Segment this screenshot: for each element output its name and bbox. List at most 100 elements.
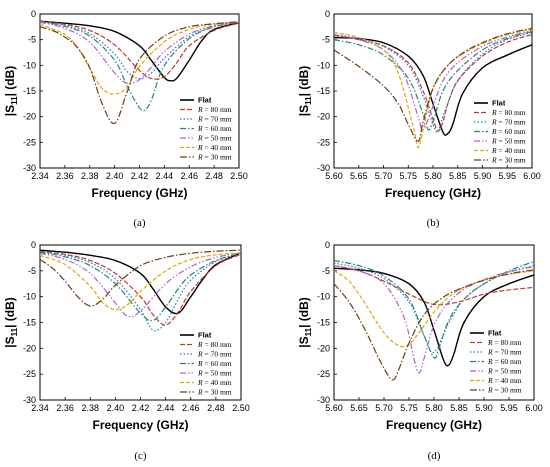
x-tick-label: 2.36	[56, 403, 74, 413]
series-line	[40, 250, 241, 326]
series-line	[334, 27, 532, 142]
y-tick-label: -5	[28, 266, 36, 276]
y-tick-label: -30	[317, 163, 330, 173]
legend-label: R = 50 mm	[487, 367, 522, 376]
legend-label: R = 70 mm	[197, 115, 232, 124]
series-line	[334, 262, 534, 354]
y-axis-label: |S11| (dB)	[3, 297, 19, 348]
legend-label: R = 40 mm	[491, 146, 526, 155]
x-tick-label: 2.50	[230, 171, 248, 181]
y-tick-label: 0	[31, 240, 36, 250]
x-tick-label: 5.90	[475, 403, 493, 413]
legend-label: Flat	[198, 96, 212, 105]
y-tick-label: -5	[28, 35, 36, 45]
y-tick-label: -25	[23, 369, 36, 379]
x-tick-label: 2.42	[132, 403, 150, 413]
chart-panel: 5.60 5.65 5.70 5.75 5.80 5.85 5.90 5.95 6.00 0 -5 -…	[297, 240, 543, 462]
legend-label: R = 30 mm	[491, 156, 526, 165]
x-tick-label: 2.34	[31, 403, 49, 413]
legend-label: R = 60 mm	[197, 124, 232, 133]
legend-label: Flat	[488, 329, 502, 338]
chart-panel: 2.34 2.36 2.38 2.40 2.42 2.44 2.46 2.48 2.50 0 -5 -…	[3, 240, 250, 462]
legend-label: R = 30 mm	[197, 153, 232, 162]
series-line	[40, 249, 241, 315]
series-line	[40, 21, 239, 112]
x-tick-label: 2.44	[156, 171, 174, 181]
y-tick-label: -10	[317, 292, 330, 302]
x-tick-label: 5.95	[498, 171, 516, 181]
y-tick-label: -10	[23, 292, 36, 302]
y-tick-label: -20	[317, 112, 330, 122]
legend-label: R = 80 mm	[197, 105, 232, 114]
series-line	[40, 252, 241, 311]
y-tick-label: -25	[317, 369, 330, 379]
legend-label: R = 30 mm	[197, 388, 232, 397]
series-line	[334, 30, 532, 131]
legend-label: R = 70 mm	[197, 350, 232, 359]
y-tick-label: -30	[23, 163, 36, 173]
legend-label: R = 60 mm	[197, 359, 232, 368]
legend-label: R = 80 mm	[491, 108, 526, 117]
series-line	[334, 259, 534, 359]
y-tick-label: -25	[317, 137, 330, 147]
legend-label: R = 40 mm	[487, 376, 522, 385]
x-tick-label: 5.85	[450, 403, 468, 413]
series-line	[40, 251, 241, 322]
x-tick-label: 2.50	[232, 403, 250, 413]
x-tick-label: 5.65	[350, 171, 368, 181]
x-tick-label: 5.60	[325, 171, 343, 181]
legend-label: R = 40 mm	[197, 378, 232, 387]
x-tick-label: 2.46	[182, 403, 200, 413]
y-tick-label: -10	[317, 60, 330, 70]
legend-label: R = 70 mm	[491, 118, 526, 127]
panel-caption: (b)	[427, 217, 440, 229]
y-tick-label: 0	[325, 240, 330, 250]
legend-label: R = 40 mm	[197, 143, 232, 152]
y-tick-label: -20	[23, 343, 36, 353]
x-tick-label: 5.95	[500, 403, 518, 413]
x-tick-label: 2.40	[107, 403, 125, 413]
y-tick-label: -15	[23, 318, 36, 328]
x-tick-label: 5.90	[474, 171, 492, 181]
legend-label: R = 80 mm	[487, 338, 522, 347]
y-tick-label: -15	[317, 318, 330, 328]
x-tick-label: 2.34	[31, 171, 49, 181]
series-line	[40, 20, 239, 82]
chart-panel: 2.34 2.36 2.38 2.40 2.42 2.44 2.46 2.48 2.50 0 -5 -…	[3, 9, 248, 229]
x-axis-label: Frequency (GHz)	[91, 186, 187, 200]
y-tick-label: -10	[23, 60, 36, 70]
x-tick-label: 5.70	[375, 403, 393, 413]
series-line	[40, 20, 239, 80]
series-line	[334, 265, 534, 374]
x-axis-label: Frequency (GHz)	[385, 186, 481, 200]
x-tick-label: 2.40	[106, 171, 124, 181]
x-tick-label: 2.42	[131, 171, 149, 181]
y-tick-label: -30	[23, 395, 36, 405]
y-tick-label: 0	[31, 9, 36, 19]
x-tick-label: 5.85	[449, 171, 467, 181]
series-line	[40, 21, 239, 80]
x-tick-label: 5.60	[325, 403, 343, 413]
y-axis-label: |S11| (dB)	[3, 66, 19, 117]
series-line	[334, 33, 532, 132]
x-tick-label: 5.65	[350, 403, 368, 413]
y-tick-label: -15	[23, 86, 36, 96]
legend-label: R = 60 mm	[491, 127, 526, 136]
y-tick-label: 0	[325, 9, 330, 19]
chart-panel: 5.60 5.65 5.70 5.75 5.80 5.85 5.90 5.95 6.00 0 -5 -…	[297, 9, 541, 229]
y-tick-label: -25	[23, 137, 36, 147]
x-axis-label: Frequency (GHz)	[386, 418, 482, 432]
y-axis-label: |S11| (dB)	[297, 66, 313, 117]
series-line	[334, 267, 534, 367]
y-tick-label: -15	[317, 86, 330, 96]
x-tick-label: 2.44	[157, 403, 175, 413]
y-tick-label: -5	[322, 266, 330, 276]
x-tick-label: 2.46	[180, 171, 198, 181]
x-tick-label: 6.00	[523, 171, 541, 181]
x-axis-label: Frequency (GHz)	[92, 418, 188, 432]
